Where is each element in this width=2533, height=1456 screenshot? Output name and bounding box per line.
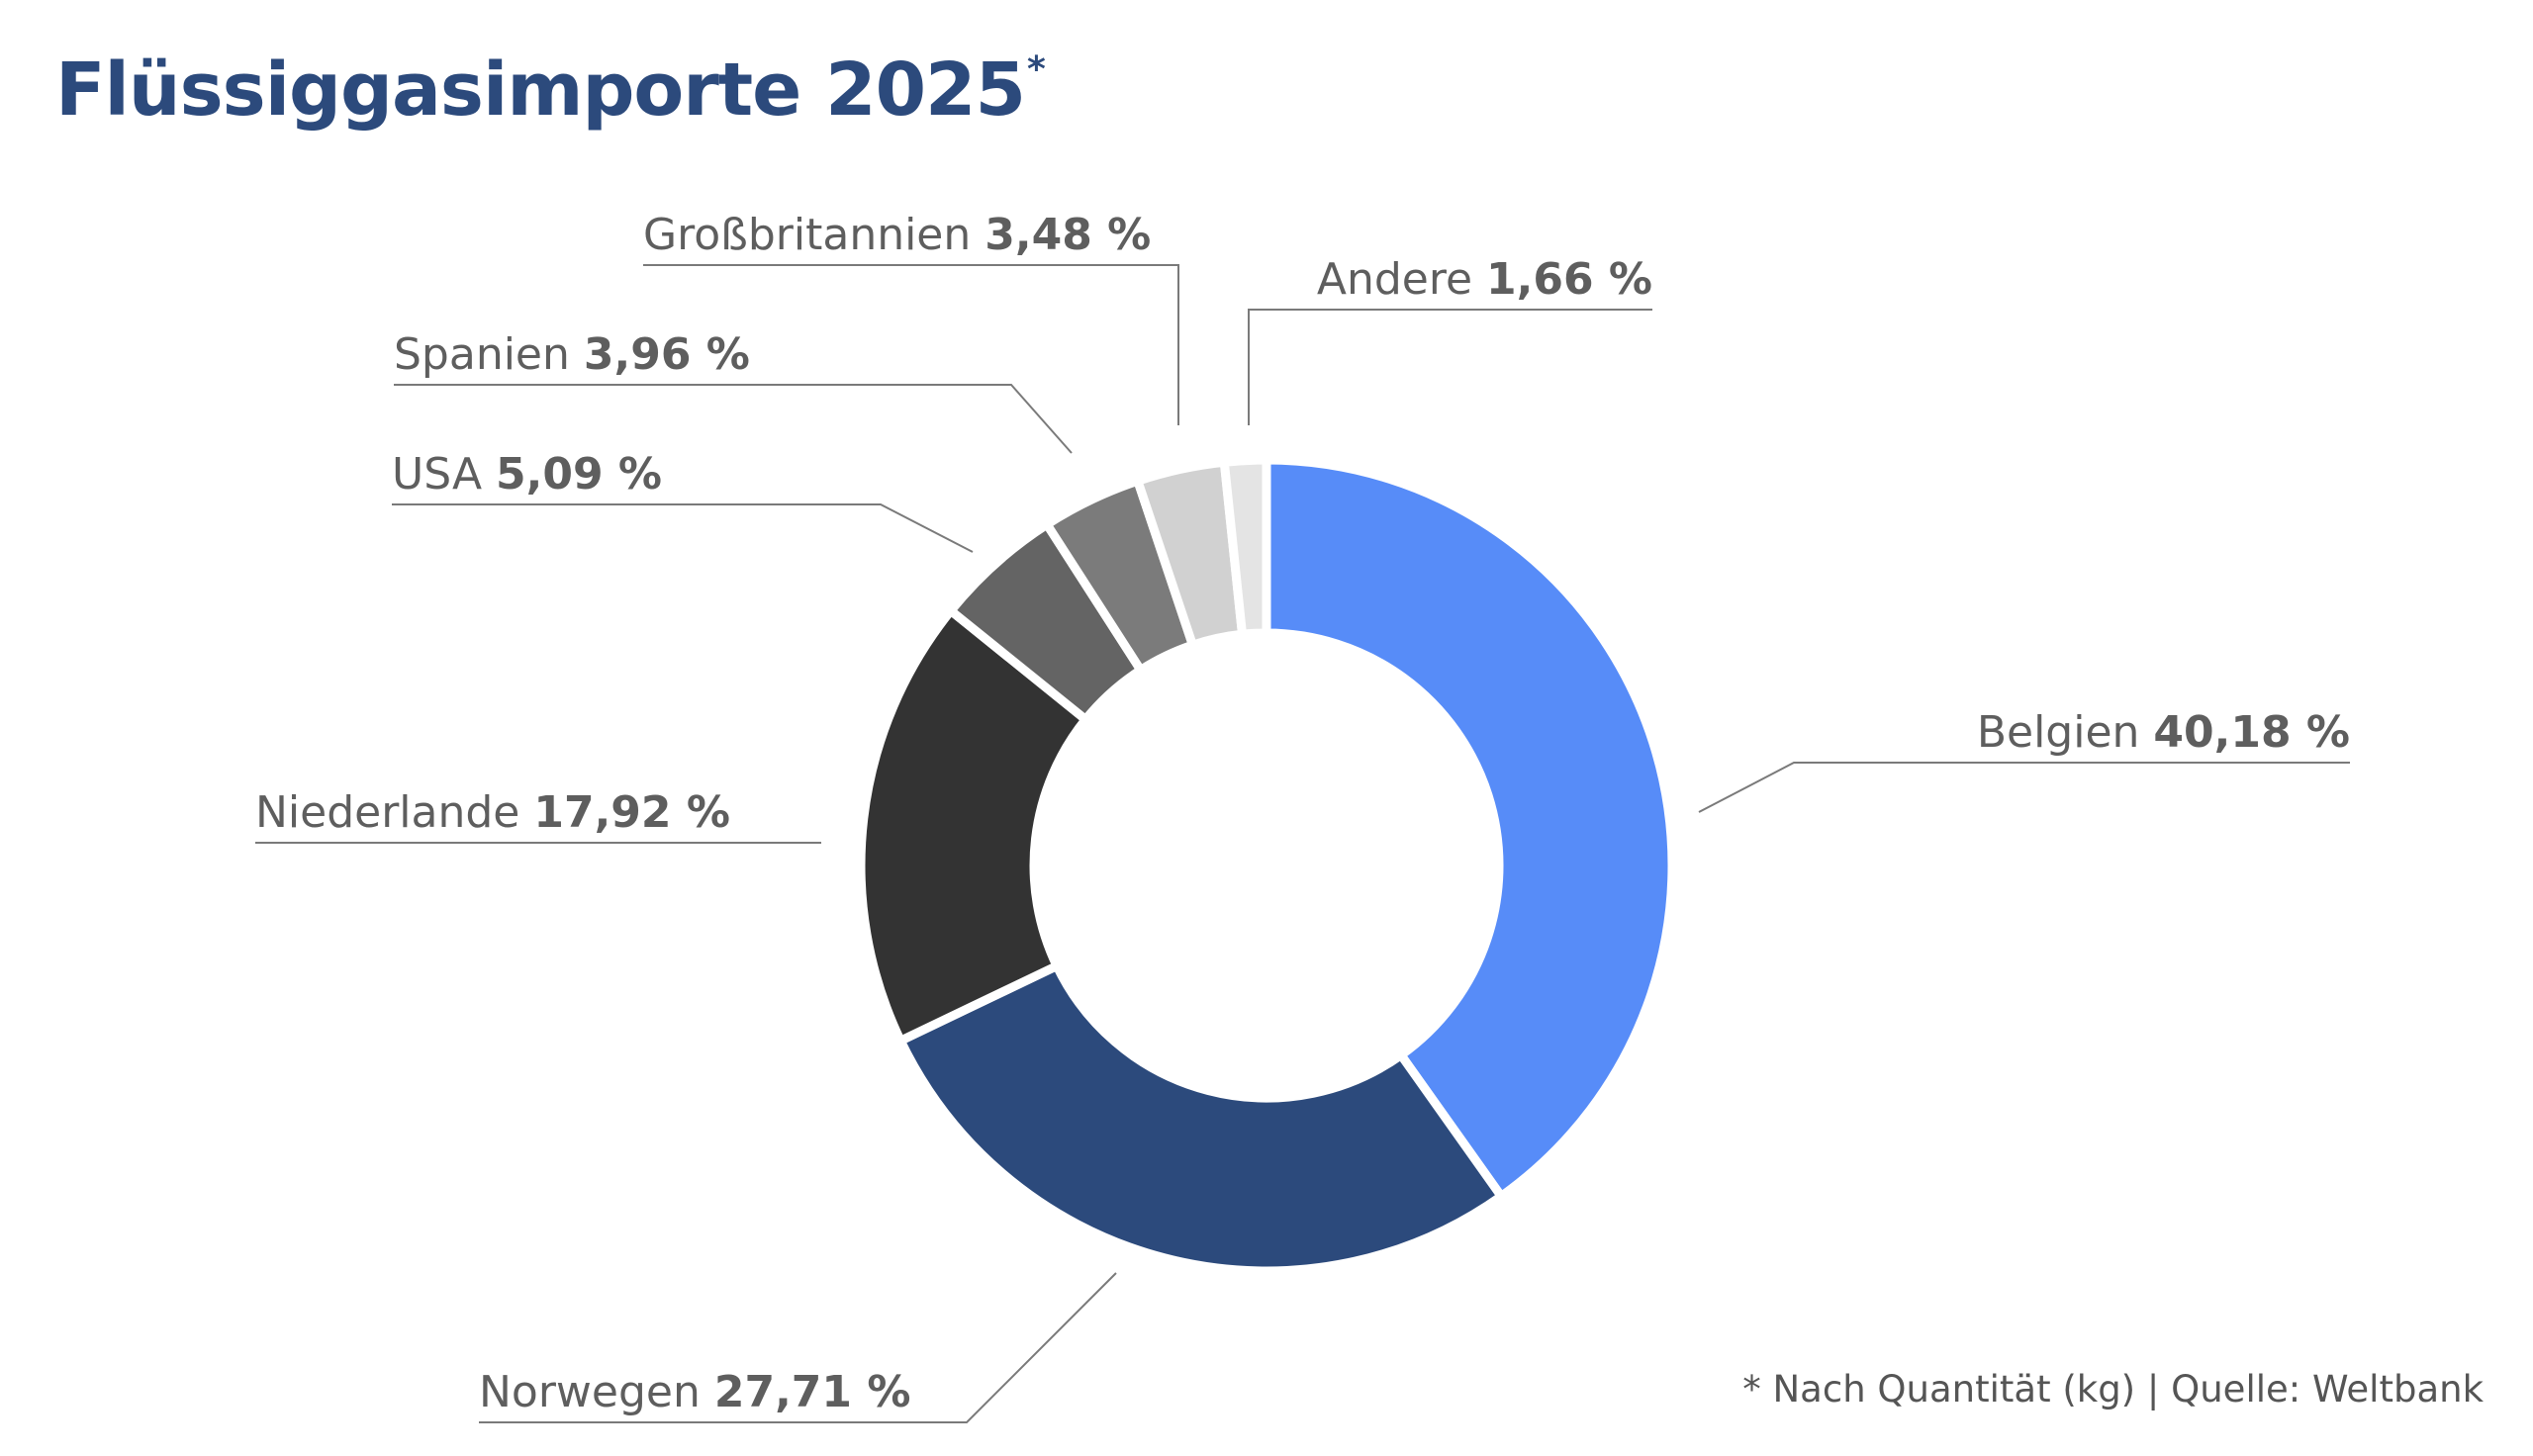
slice-belgien	[1262, 455, 1677, 1203]
slice-label-name: Niederlande	[255, 787, 533, 838]
slice-label-value: 3,48 %	[985, 210, 1151, 260]
slice-label-niederlande: Niederlande 17,92 %	[255, 787, 730, 838]
leader-line-usa	[392, 503, 974, 553]
chart-title: Flüssiggasimporte 2025*	[55, 47, 1046, 133]
slice-label-name: Norwegen	[479, 1367, 714, 1417]
slice-label-value: 1,66 %	[1486, 254, 1652, 305]
slice-label-andere: Andere 1,66 %	[1317, 254, 1652, 305]
title-footnote-marker: *	[1027, 49, 1046, 90]
slice-label-value: 5,09 %	[496, 449, 662, 500]
slice-label-value: 17,92 %	[533, 787, 730, 838]
slice-label-name: Großbritannien	[643, 210, 985, 260]
labels-group: Belgien 40,18 % Norwegen 27,71 % Niederlan…	[255, 210, 2350, 1417]
slices-group	[856, 455, 1677, 1276]
slice-label-name: Belgien	[1977, 707, 2154, 758]
slice-norwegen	[894, 959, 1508, 1276]
slice-label-usa: USA 5,09 %	[392, 449, 662, 500]
leader-lines-group	[255, 264, 2350, 1423]
slice-label-spanien: Spanien 3,96 %	[394, 329, 750, 380]
slice-label-name: Andere	[1317, 254, 1486, 305]
leader-line-andere	[1248, 309, 1652, 425]
source-footnote: * Nach Quantität (kg) | Quelle: Weltbank	[1742, 1368, 2484, 1410]
slice-andere	[1219, 455, 1271, 640]
leader-line-grossbritannien	[643, 264, 1179, 425]
slice-label-value: 40,18 %	[2153, 707, 2350, 758]
slice-label-value: 27,71 %	[714, 1367, 911, 1417]
leader-line-belgien	[1698, 762, 2350, 813]
slice-label-norwegen: Norwegen 27,71 %	[479, 1367, 910, 1417]
slice-label-grossbritannien: Großbritannien 3,48 %	[643, 210, 1151, 260]
slice-label-name: USA	[392, 449, 496, 500]
leader-line-norwegen	[479, 1272, 1117, 1423]
slice-label-name: Spanien	[394, 329, 584, 380]
leader-line-spanien	[394, 384, 1073, 454]
slice-label-belgien: Belgien 40,18 %	[1977, 707, 2350, 758]
slice-niederlande	[856, 604, 1092, 1047]
slice-label-value: 3,96 %	[584, 329, 750, 380]
